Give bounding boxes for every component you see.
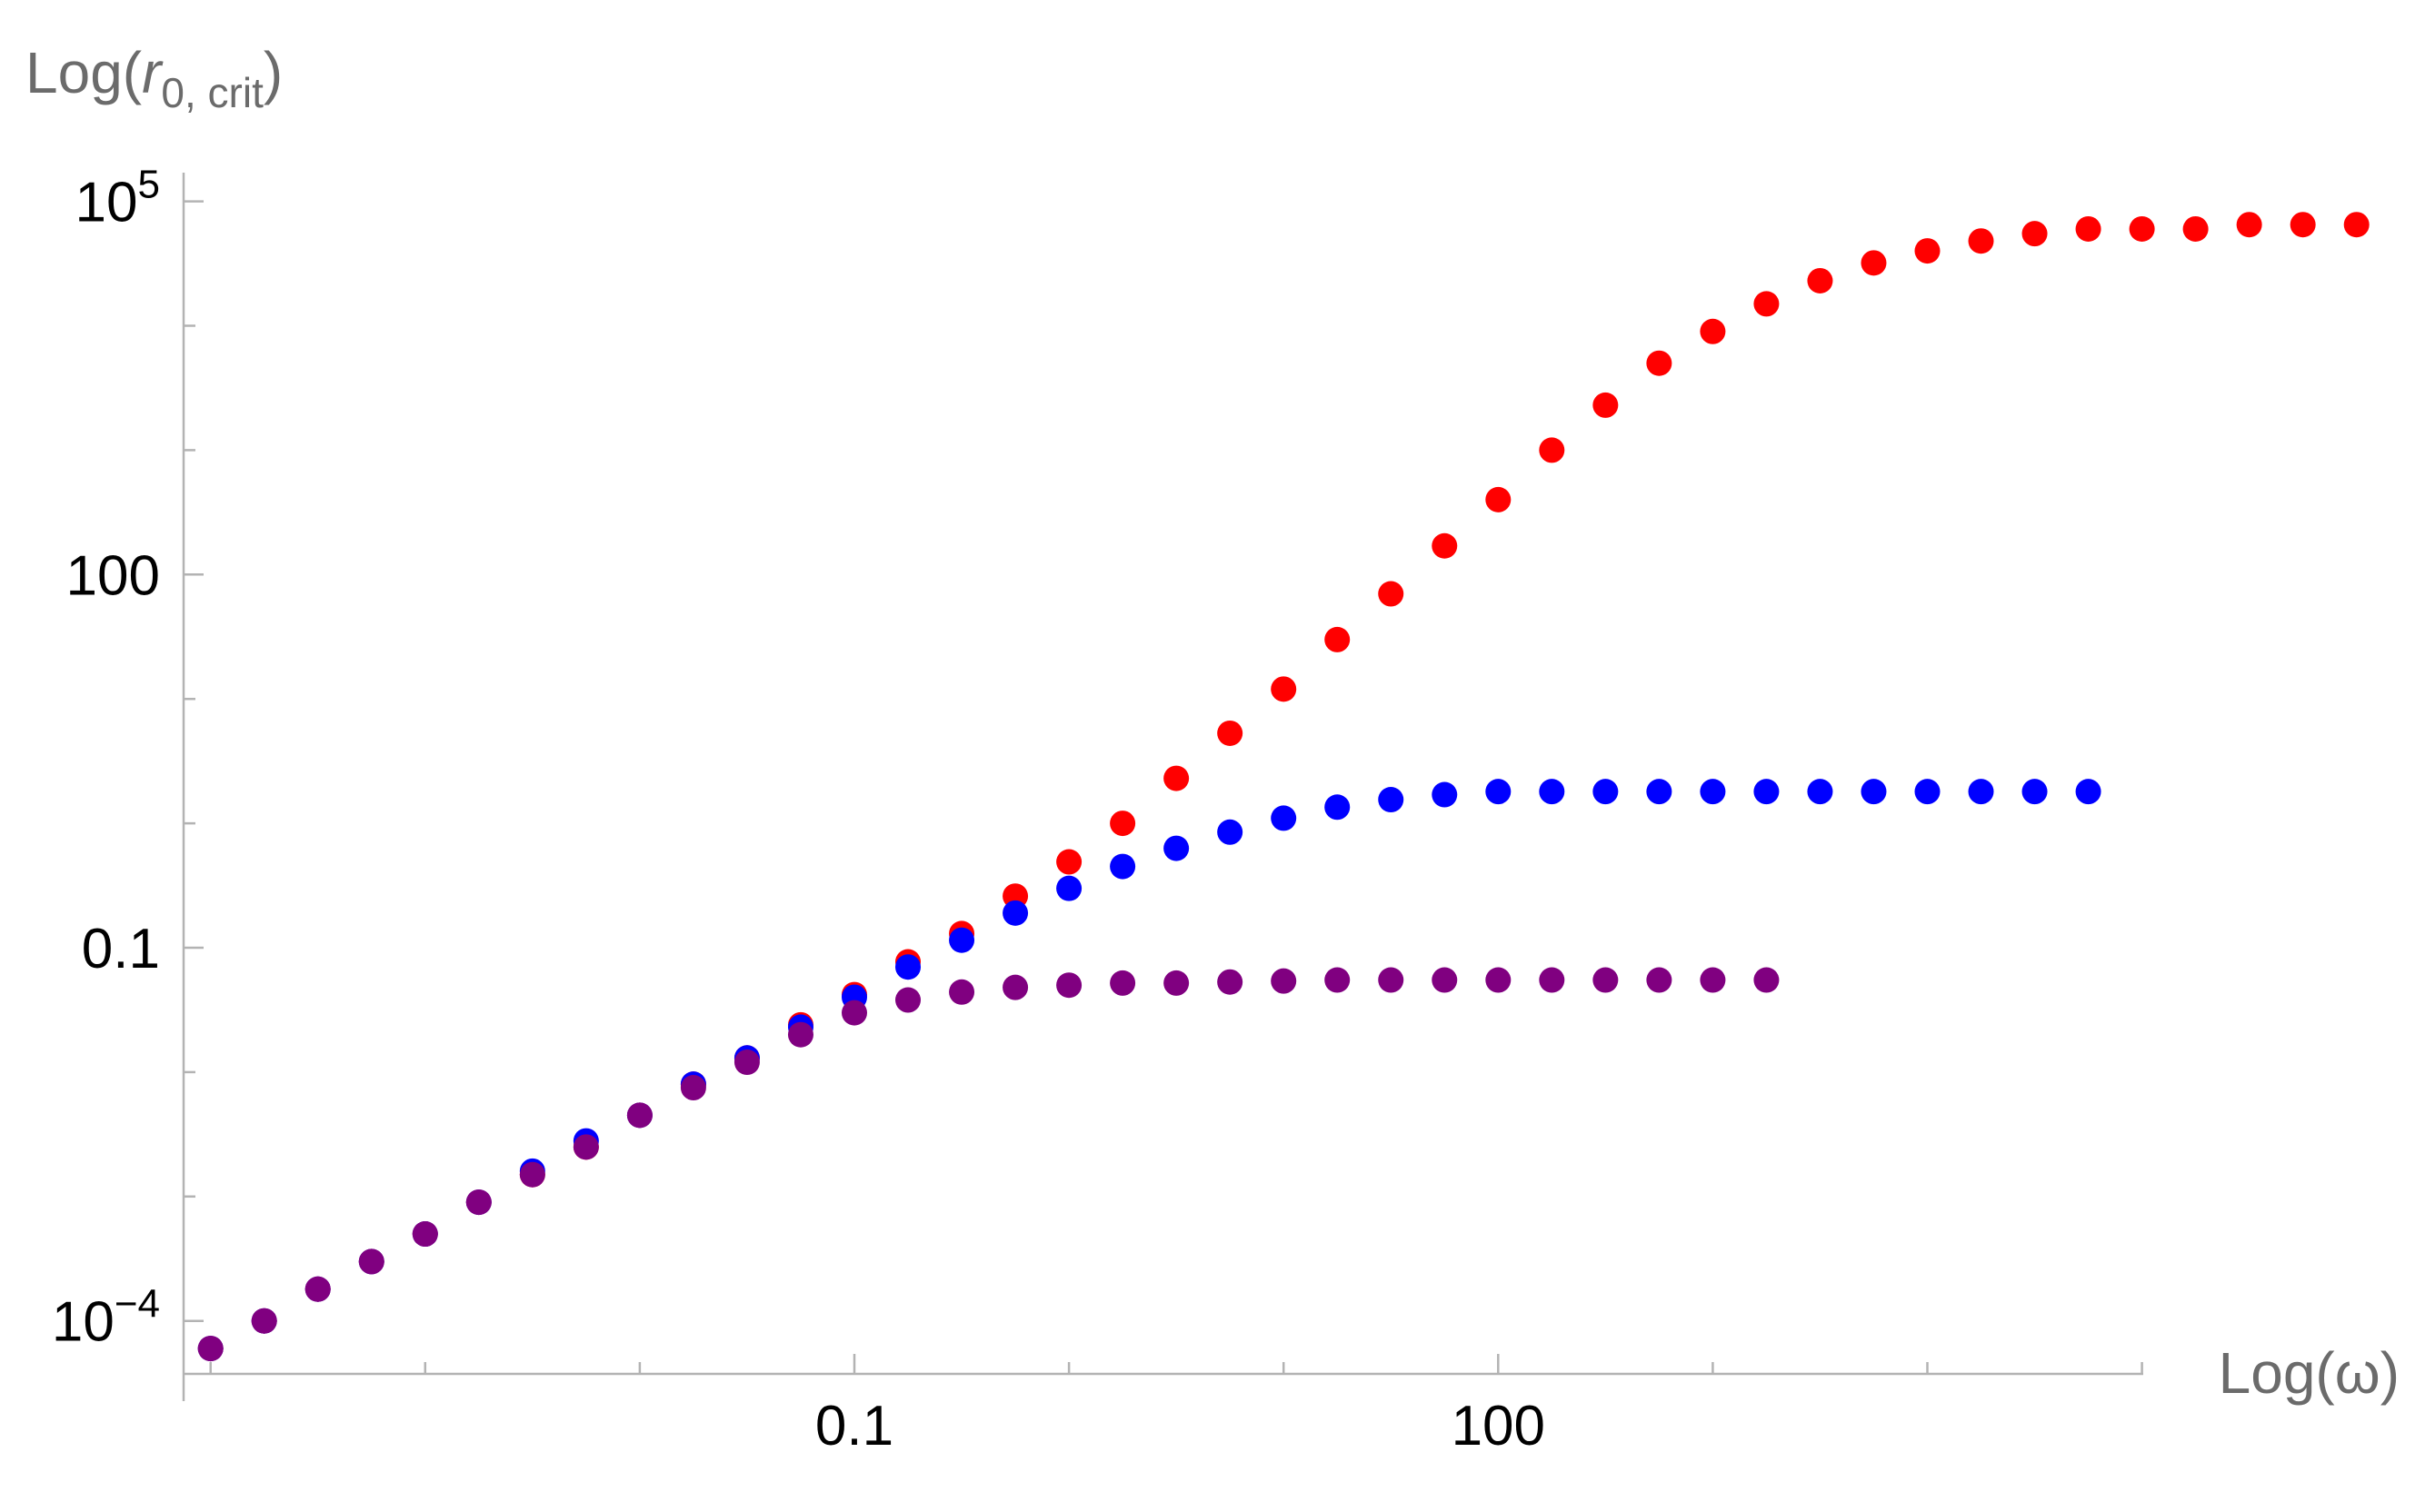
- data-point: [1539, 779, 1565, 805]
- y-axis-title-sub: 0, crit: [161, 69, 264, 116]
- data-point: [1646, 350, 1672, 376]
- data-point: [2021, 779, 2048, 805]
- data-point: [573, 1134, 599, 1160]
- data-point: [519, 1161, 545, 1188]
- data-point: [1914, 779, 1941, 805]
- data-point: [1432, 532, 1458, 559]
- y-tick-marks: [184, 200, 204, 1322]
- data-point: [949, 979, 975, 1005]
- data-point: [895, 987, 922, 1013]
- x-tick-label: 0.1: [815, 1395, 893, 1457]
- data-point: [1753, 967, 1780, 993]
- data-point: [1968, 779, 1994, 805]
- data-point: [1700, 779, 1726, 805]
- data-point: [1324, 967, 1351, 993]
- data-point: [251, 1308, 277, 1334]
- data-point: [1217, 969, 1243, 995]
- data-point: [1163, 835, 1190, 861]
- data-point: [1324, 626, 1351, 652]
- axes: [182, 173, 2143, 1401]
- data-point: [304, 1276, 331, 1302]
- data-point: [1056, 875, 1083, 901]
- data-point: [1592, 967, 1619, 993]
- data-point: [1861, 779, 1887, 805]
- data-point: [1056, 849, 1083, 875]
- data-point: [1592, 392, 1619, 418]
- data-point: [1217, 819, 1243, 845]
- data-point: [1592, 779, 1619, 805]
- data-point: [1539, 967, 1565, 993]
- data-point: [1753, 779, 1780, 805]
- data-point: [1056, 972, 1083, 999]
- data-point: [1753, 291, 1780, 317]
- data-point: [1646, 967, 1672, 993]
- data-point: [1378, 787, 1404, 813]
- data-point: [1378, 581, 1404, 607]
- y-axis-title-var: r: [142, 40, 164, 105]
- data-point: [2075, 779, 2101, 805]
- y-tick-label: 100: [66, 544, 160, 607]
- x-tick-label: 100: [1452, 1395, 1545, 1457]
- y-tick-label: 10−4: [52, 1282, 160, 1354]
- y-tick-label: 0.1: [82, 918, 160, 980]
- data-point: [1539, 437, 1565, 463]
- data-point: [1271, 968, 1297, 994]
- data-point: [626, 1102, 653, 1129]
- data-point: [1110, 970, 1136, 996]
- data-point: [2129, 215, 2155, 242]
- series-1: [197, 779, 2101, 1362]
- y-axis-title-prefix: Log(: [25, 40, 142, 105]
- data-point: [358, 1248, 384, 1275]
- data-point: [680, 1075, 706, 1101]
- data-point: [1271, 676, 1297, 702]
- y-axis-title: Log(r0, crit): [25, 40, 283, 116]
- data-point: [842, 1000, 867, 1026]
- data-point: [465, 1189, 492, 1216]
- data-point: [2343, 212, 2370, 238]
- data-point: [1485, 486, 1512, 512]
- data-point: [2021, 221, 2048, 247]
- data-point: [1861, 250, 1887, 276]
- data-point: [733, 1049, 760, 1076]
- data-point: [1914, 238, 1941, 264]
- tick-labels: 0.1 100 10−4 0.1 100 105: [52, 163, 1545, 1457]
- data-point: [1003, 900, 1029, 926]
- data-point: [787, 1021, 813, 1048]
- data-point: [1700, 967, 1726, 993]
- x-tick-marks: [209, 1354, 2143, 1374]
- data-point: [1217, 720, 1243, 746]
- data-point: [1485, 779, 1512, 805]
- y-axis-title-suffix: ): [264, 40, 283, 105]
- data-point: [1646, 779, 1672, 805]
- data-point: [1432, 967, 1458, 993]
- data-point: [1271, 805, 1297, 831]
- y-tick-label: 105: [75, 163, 160, 234]
- data-point: [2182, 215, 2209, 242]
- data-point: [197, 1336, 224, 1362]
- data-point: [1163, 765, 1190, 791]
- data-point: [1110, 811, 1136, 837]
- data-point: [412, 1221, 438, 1248]
- series-2: [197, 967, 1780, 1362]
- data-point: [1378, 967, 1404, 993]
- data-point: [1324, 794, 1351, 821]
- data-point: [895, 954, 922, 980]
- data-point: [949, 927, 975, 953]
- x-axis-title: Log(ω): [2219, 1340, 2400, 1406]
- data-point: [1807, 779, 1833, 805]
- data-point: [2236, 212, 2262, 238]
- data-point: [1003, 974, 1029, 1000]
- data-point: [1807, 267, 1833, 293]
- data-point: [1485, 967, 1512, 993]
- data-points: [197, 212, 2370, 1362]
- data-point: [1110, 853, 1136, 880]
- data-point: [1968, 228, 1994, 254]
- data-point: [2075, 215, 2101, 242]
- data-point: [1163, 970, 1190, 996]
- data-point: [1432, 781, 1458, 808]
- data-point: [1700, 318, 1726, 344]
- data-point: [2290, 212, 2316, 238]
